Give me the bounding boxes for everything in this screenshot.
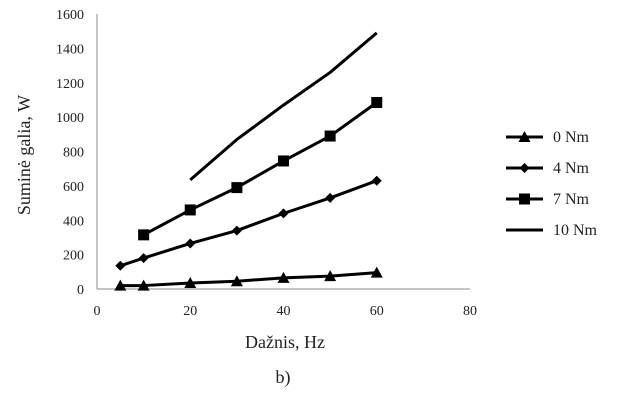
x-tick-label: 40 [277, 304, 291, 319]
data-point-marker [184, 276, 197, 288]
legend: 0 Nm 4 Nm 7 Nm 10 Nm [506, 129, 598, 239]
legend-label: 4 Nm [553, 160, 590, 177]
data-point-marker [371, 175, 382, 186]
y-tick-label: 1400 [56, 42, 84, 57]
data-point-marker [185, 238, 196, 249]
legend-item: 10 Nm [506, 222, 598, 239]
y-tick-label: 600 [63, 180, 84, 195]
figure-caption: b) [276, 367, 291, 388]
legend-marker [519, 163, 530, 173]
y-tick-label: 400 [63, 214, 84, 229]
y-tick-label: 1200 [56, 77, 84, 92]
series-line [119, 179, 378, 268]
series-line [189, 31, 378, 181]
data-point-marker [114, 279, 127, 291]
x-tick-label: 60 [370, 304, 384, 319]
y-tick-label: 1000 [56, 111, 84, 126]
legend-item: 7 Nm [506, 191, 590, 208]
data-point-marker [371, 97, 383, 109]
data-point-marker [137, 279, 150, 291]
y-tick-labels: 0 200 400 600 800 1000 1200 1400 1600 [56, 8, 84, 298]
legend-label: 7 Nm [553, 191, 590, 208]
series-layer [114, 31, 383, 291]
data-point-marker [325, 192, 336, 203]
series-3 [189, 31, 378, 181]
legend-label: 10 Nm [553, 222, 598, 239]
series-1 [115, 175, 382, 271]
y-tick-label: 1600 [56, 8, 84, 23]
x-axis-title: Dažnis, Hz [245, 332, 325, 352]
series-line [142, 101, 378, 237]
data-point-marker [115, 260, 126, 271]
legend-item: 0 Nm [506, 129, 590, 146]
legend-label: 0 Nm [553, 129, 590, 146]
data-point-marker [324, 130, 336, 142]
data-point-marker [231, 225, 242, 236]
data-point-marker [370, 266, 383, 278]
data-point-marker [231, 182, 243, 194]
x-tick-label: 20 [183, 304, 197, 319]
data-point-marker [184, 204, 196, 216]
y-axis-title: Suminė galia, W [14, 95, 34, 215]
series-0 [114, 266, 383, 291]
data-point-marker [230, 275, 243, 287]
legend-marker [518, 131, 531, 142]
series-line [120, 271, 377, 288]
legend-marker [519, 193, 530, 205]
data-point-marker [138, 229, 150, 241]
x-tick-label: 80 [463, 304, 477, 319]
x-tick-labels: 0 20 40 60 80 [94, 304, 478, 319]
data-point-marker [138, 253, 149, 264]
data-point-marker [324, 270, 337, 282]
y-tick-label: 200 [63, 249, 84, 264]
y-tick-label: 0 [77, 283, 84, 298]
data-point-marker [278, 155, 289, 167]
data-point-marker [278, 208, 289, 219]
series-2 [138, 97, 383, 241]
y-tick-label: 800 [63, 146, 84, 161]
legend-item: 4 Nm [506, 160, 590, 177]
data-point-marker [277, 271, 290, 283]
x-tick-label: 0 [94, 304, 101, 319]
